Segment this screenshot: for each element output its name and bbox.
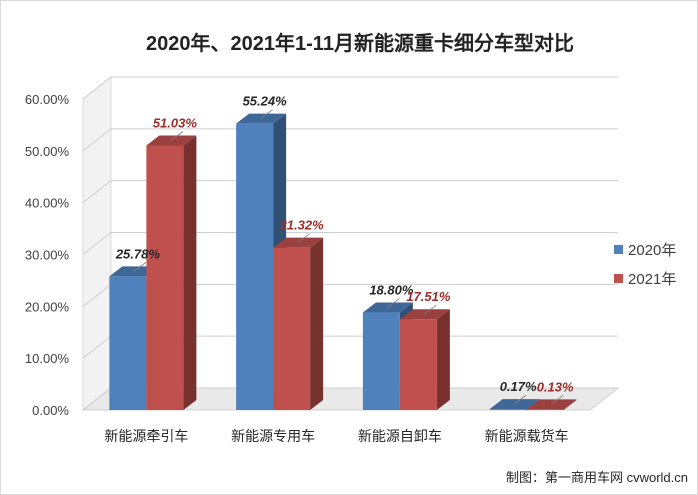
y-tick-label: 10.00% bbox=[25, 351, 70, 366]
data-label: 0.17% bbox=[500, 379, 537, 394]
leader-line bbox=[387, 298, 400, 308]
bar bbox=[146, 135, 197, 410]
bar-front bbox=[236, 123, 274, 410]
leader-line bbox=[133, 262, 147, 272]
gridline bbox=[82, 232, 618, 255]
bar bbox=[273, 237, 324, 410]
bar-front bbox=[362, 312, 400, 410]
legend: 2020年 2021年 bbox=[614, 242, 676, 288]
category-label: 新能源载货车 bbox=[485, 428, 569, 444]
bar-front bbox=[109, 276, 147, 410]
data-label: 25.78% bbox=[115, 246, 161, 261]
leader-line bbox=[297, 233, 310, 243]
gridline bbox=[82, 76, 618, 100]
leader-line bbox=[550, 395, 564, 405]
y-tick-label: 60.00% bbox=[25, 92, 70, 107]
bar-side bbox=[310, 237, 324, 410]
category-label: 新能源自卸车 bbox=[358, 428, 442, 444]
leader-line bbox=[424, 304, 437, 315]
data-label: 31.32% bbox=[280, 218, 325, 233]
legend-swatch bbox=[614, 245, 623, 254]
data-label: 18.80% bbox=[369, 283, 414, 298]
y-axis-ticks: 0.00% 10.00% 20.00% 30.00% 40.00% 50.00% 60.00… bbox=[25, 92, 70, 418]
bar-front bbox=[399, 319, 437, 410]
source-credit: 制图：第一商用车网 cvworld.cn bbox=[506, 470, 688, 485]
data-label: 17.51% bbox=[406, 289, 451, 304]
y-tick-label: 40.00% bbox=[25, 196, 70, 211]
category-labels: 新能源牵引车 新能源专用车 新能源自卸车 新能源载货车 bbox=[104, 428, 568, 444]
y-tick-label: 30.00% bbox=[25, 248, 70, 263]
gridline bbox=[82, 128, 618, 152]
bars bbox=[109, 113, 577, 410]
data-labels: 25.78% 51.03% 55.24% 31.32% 18.80%17.51% 0.17… bbox=[115, 94, 574, 405]
chart-title: 2020年、2021年1-11月新能源重卡细分车型对比 bbox=[146, 31, 574, 55]
data-label: 55.24% bbox=[243, 94, 288, 109]
bar-side bbox=[183, 135, 197, 410]
category-label: 新能源牵引车 bbox=[104, 428, 188, 444]
bar-front bbox=[146, 145, 184, 410]
category-label: 新能源专用车 bbox=[231, 428, 315, 444]
bar-side bbox=[436, 309, 450, 410]
legend-label: 2020年 bbox=[628, 242, 676, 259]
legend-label: 2021年 bbox=[628, 271, 676, 288]
y-tick-label: 50.00% bbox=[25, 144, 70, 159]
bar-front bbox=[489, 409, 527, 410]
bar-side bbox=[563, 399, 577, 410]
bar bbox=[399, 309, 450, 410]
data-label: 0.13% bbox=[537, 379, 574, 394]
gridline bbox=[82, 180, 618, 204]
data-label: 51.03% bbox=[153, 115, 198, 130]
bar-front bbox=[526, 409, 564, 410]
bar-front bbox=[273, 247, 311, 410]
y-tick-label: 0.00% bbox=[32, 403, 69, 418]
y-tick-label: 20.00% bbox=[25, 299, 70, 314]
leader-line bbox=[170, 131, 184, 141]
leader-line bbox=[513, 394, 527, 405]
legend-swatch bbox=[614, 274, 623, 283]
leader-line bbox=[260, 109, 273, 119]
